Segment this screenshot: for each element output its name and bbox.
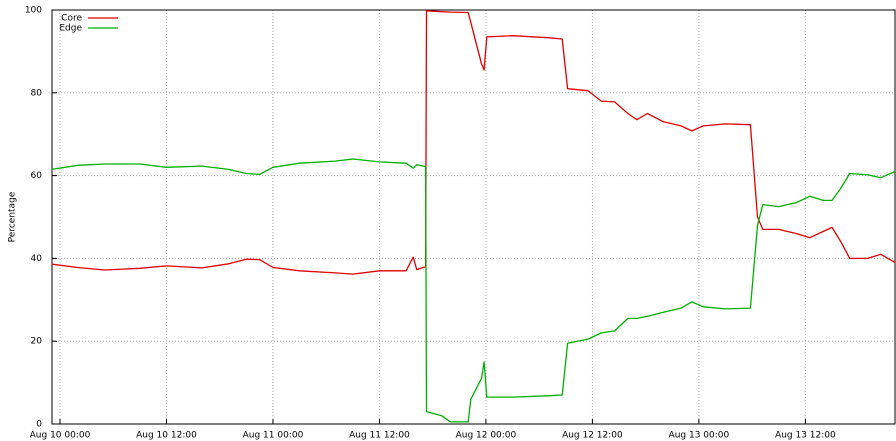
x-tick-label: Aug 13 12:00 xyxy=(775,431,836,441)
x-tick-label: Aug 10 00:00 xyxy=(30,431,91,441)
series-line xyxy=(51,158,896,423)
legend-label: Edge xyxy=(59,24,82,34)
y-axis-label: Percentage xyxy=(8,191,18,242)
legend-label: Core xyxy=(61,14,82,24)
series-line xyxy=(51,10,896,275)
y-tick-label: 0 xyxy=(36,420,42,430)
x-tick-label: Aug 13 00:00 xyxy=(669,431,730,441)
x-tick-label: Aug 10 12:00 xyxy=(136,431,197,441)
x-tick-label: Aug 12 12:00 xyxy=(562,431,623,441)
y-tick-label: 60 xyxy=(31,171,43,181)
x-tick-label: Aug 12 00:00 xyxy=(456,431,517,441)
x-tick-label: Aug 11 00:00 xyxy=(243,431,304,441)
y-tick-label: 20 xyxy=(31,337,43,347)
y-tick-label: 100 xyxy=(25,6,42,16)
y-tick-label: 80 xyxy=(31,88,43,98)
y-tick-label: 40 xyxy=(31,254,43,264)
x-tick-label: Aug 11 12:00 xyxy=(349,431,410,441)
plot-frame xyxy=(51,9,896,425)
